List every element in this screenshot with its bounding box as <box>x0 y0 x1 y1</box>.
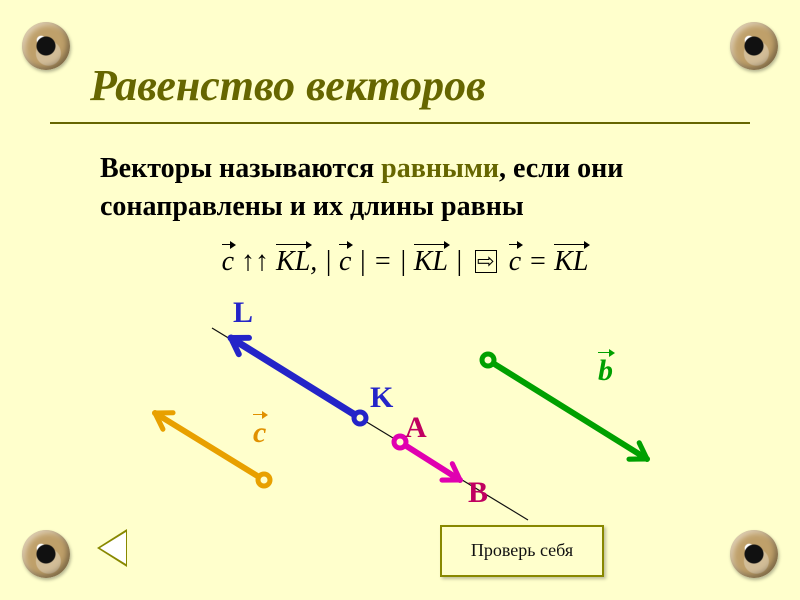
vector-diagram <box>0 0 800 600</box>
back-icon <box>100 532 126 564</box>
slide: Равенство векторов Векторы называются ра… <box>0 0 800 600</box>
point-label-L: L <box>233 296 253 330</box>
point-label-K: K <box>370 381 393 415</box>
vector-label-b: b <box>598 354 613 388</box>
point-label-A: A <box>405 411 427 445</box>
check-button-label: Проверь себя <box>471 541 573 561</box>
check-yourself-button[interactable]: Проверь себя <box>440 525 604 577</box>
vector-label-c: c <box>253 416 266 450</box>
point-label-B: B <box>468 476 488 510</box>
